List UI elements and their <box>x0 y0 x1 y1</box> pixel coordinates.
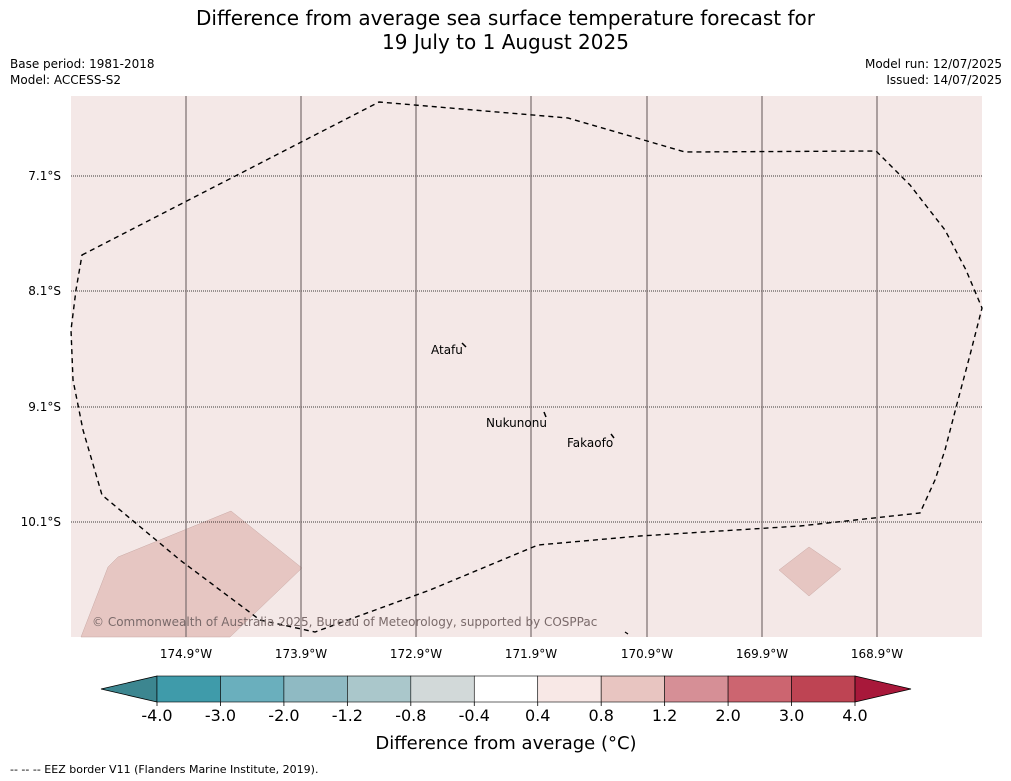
model-name: Model: ACCESS-S2 <box>10 73 122 87</box>
colorbar-tick-label: 0.8 <box>588 706 613 725</box>
longitude-label: 168.9°W <box>851 647 903 661</box>
colorbar-bin <box>410 675 475 703</box>
longitude-label: 174.9°W <box>160 647 212 661</box>
atafu-island <box>461 342 467 348</box>
nukunonu-island <box>543 411 547 418</box>
colorbar-tick-label: 1.2 <box>652 706 677 725</box>
latitude-label: 9.1°S <box>28 400 61 414</box>
colorbar-bin <box>220 675 285 703</box>
colorbar-high-extension <box>854 675 912 703</box>
colorbar-tick-label: -1.2 <box>332 706 363 725</box>
colorbar-bin <box>537 675 602 703</box>
longitude-label: 169.9°W <box>736 647 788 661</box>
place-label-fakaofo: Fakaofo <box>567 436 613 450</box>
latitude-label: 10.1°S <box>21 515 61 529</box>
colorbar-label: Difference from average (°C) <box>375 733 636 754</box>
anomaly-patch-west <box>80 510 303 638</box>
colorbar-bin <box>664 675 729 703</box>
title-line-2: 19 July to 1 August 2025 <box>382 30 629 54</box>
base-period: Base period: 1981-2018 <box>10 57 155 71</box>
colorbar-tick-label: -4.0 <box>141 706 172 725</box>
colorbar-tick-label: 4.0 <box>842 706 867 725</box>
copyright-notice: © Commonwealth of Australia 2025, Bureau… <box>92 615 597 629</box>
longitude-labels: 174.9°W 173.9°W 172.9°W 171.9°W 170.9°W 169.9… <box>160 647 903 661</box>
eez-legend: -- -- -- EEZ border V11 (Flanders Marine… <box>10 763 319 776</box>
latitude-label: 7.1°S <box>28 169 61 183</box>
longitude-label: 171.9°W <box>505 647 557 661</box>
colorbar-bin <box>727 675 792 703</box>
colorbar-bin <box>283 675 348 703</box>
model-run: Model run: 12/07/2025 <box>864 57 1002 71</box>
anomaly-patch-east <box>778 546 842 597</box>
model-info: Base period: 1981-2018 Model: ACCESS-S2 <box>10 56 155 88</box>
small-islet <box>624 631 629 635</box>
issued-date: Issued: 14/07/2025 <box>886 73 1002 87</box>
colorbar-bin <box>600 675 665 703</box>
latitude-label: 8.1°S <box>28 284 61 298</box>
eez-border <box>70 101 983 633</box>
colorbar-tick-label: 2.0 <box>715 706 740 725</box>
colorbar-bin <box>347 675 412 703</box>
colorbar-tick-label: 3.0 <box>779 706 804 725</box>
run-info: Model run: 12/07/2025 Issued: 14/07/2025 <box>865 56 1002 88</box>
graticule <box>71 96 982 637</box>
colorbar-bin <box>156 675 221 703</box>
colorbar-bin <box>791 675 856 703</box>
longitude-label: 172.9°W <box>390 647 442 661</box>
place-label-atafu: Atafu <box>431 343 463 357</box>
colorbar-tick-label: -0.4 <box>459 706 490 725</box>
place-label-nukunonu: Nukunonu <box>486 416 547 430</box>
colorbar-bin <box>473 675 539 703</box>
colorbar-tick-label: -2.0 <box>268 706 299 725</box>
latitude-labels: 7.1°S 8.1°S 9.1°S 10.1°S <box>21 169 61 529</box>
colorbar-tick-label: -0.8 <box>395 706 426 725</box>
colorbar-low-extension <box>100 675 158 703</box>
colorbar-tick-label: -3.0 <box>205 706 236 725</box>
fakaofo-island <box>610 433 615 439</box>
longitude-label: 173.9°W <box>275 647 327 661</box>
map-title: Difference from average sea surface temp… <box>0 6 1011 54</box>
colorbar: -4.0 -3.0 -2.0 -1.2 -0.8 -0.4 0.4 0.8 1.2 2.0 3.0 4… <box>100 675 912 725</box>
longitude-label: 170.9°W <box>621 647 673 661</box>
title-line-1: Difference from average sea surface temp… <box>195 6 815 30</box>
colorbar-tick-label: 0.4 <box>525 706 550 725</box>
